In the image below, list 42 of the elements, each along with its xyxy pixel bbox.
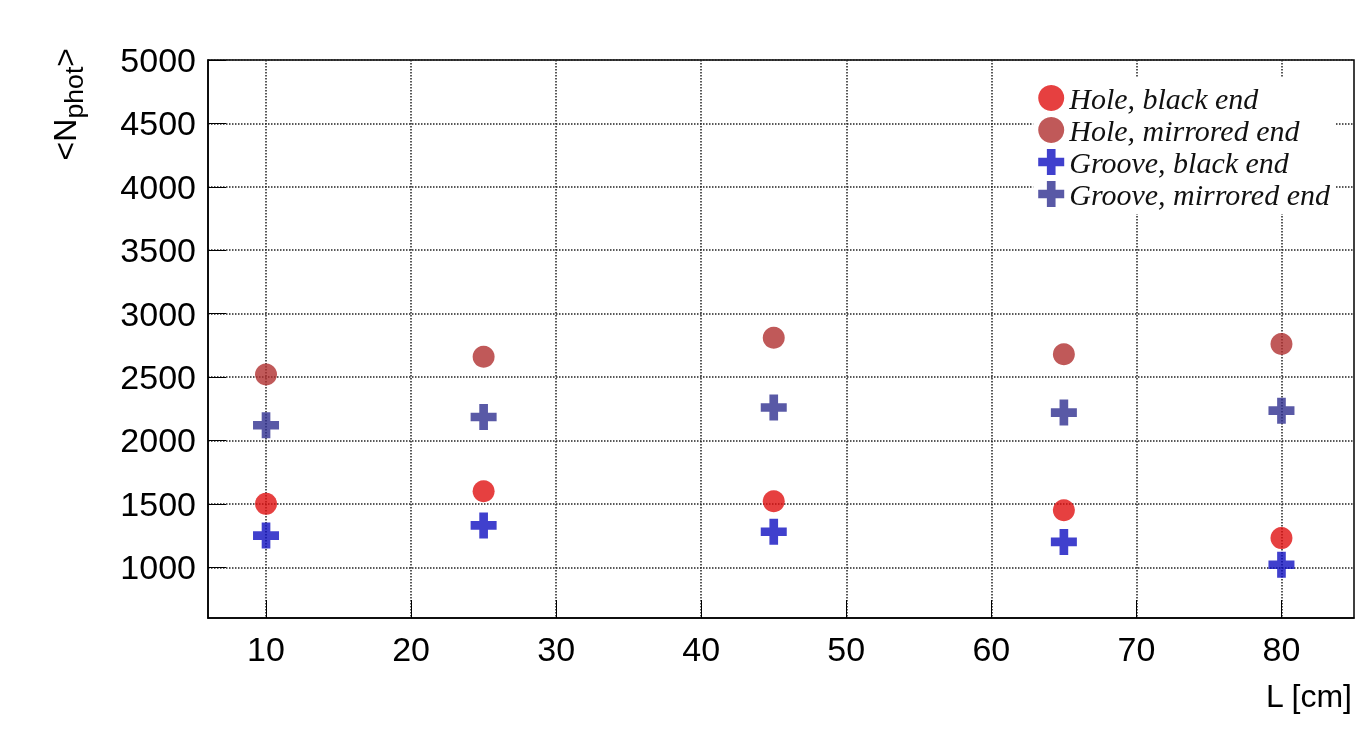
y-tick-label: 2500	[120, 358, 196, 397]
y-tick-label: 5000	[120, 41, 196, 79]
x-tick-label: 60	[972, 630, 1011, 668]
point	[472, 345, 495, 368]
point	[253, 412, 280, 439]
point	[1050, 528, 1077, 555]
y-tick-label: 2000	[120, 421, 196, 460]
x-tick-label: 70	[1117, 630, 1156, 668]
x-tick-label: 80	[1262, 630, 1301, 668]
y-tick-label: 4000	[120, 167, 196, 206]
x-axis-title: L [cm]	[1266, 678, 1352, 714]
point	[762, 326, 785, 349]
point	[1052, 499, 1075, 522]
point	[1050, 399, 1077, 426]
point	[1270, 527, 1293, 550]
legend-label: Groove, black end	[1069, 145, 1290, 179]
point	[470, 512, 497, 539]
point	[255, 363, 278, 386]
point	[760, 518, 787, 545]
x-tick-label: 20	[392, 630, 430, 668]
y-tick-label: 4500	[120, 104, 196, 143]
point	[472, 480, 495, 503]
point	[1270, 333, 1293, 356]
y-tick-label: 3500	[120, 231, 196, 270]
x-tick-label: 30	[537, 630, 576, 668]
point	[760, 394, 787, 421]
point	[253, 522, 280, 549]
point	[1268, 397, 1295, 424]
legend-label: Groove, mirrored end	[1069, 177, 1331, 211]
legend-label: Hole, mirrored end	[1068, 113, 1301, 147]
y-tick-label: 3000	[120, 294, 196, 333]
x-tick-label: 10	[247, 630, 285, 668]
y-tick-label: 1000	[120, 548, 196, 587]
y-tick-label: 1500	[120, 484, 196, 523]
point	[762, 490, 785, 513]
point	[1052, 343, 1075, 366]
point	[1268, 551, 1295, 578]
legend-label: Hole, black end	[1068, 81, 1260, 115]
point	[470, 403, 497, 430]
point	[255, 492, 278, 515]
x-tick-label: 40	[682, 630, 721, 668]
x-tick-label: 50	[827, 630, 866, 668]
